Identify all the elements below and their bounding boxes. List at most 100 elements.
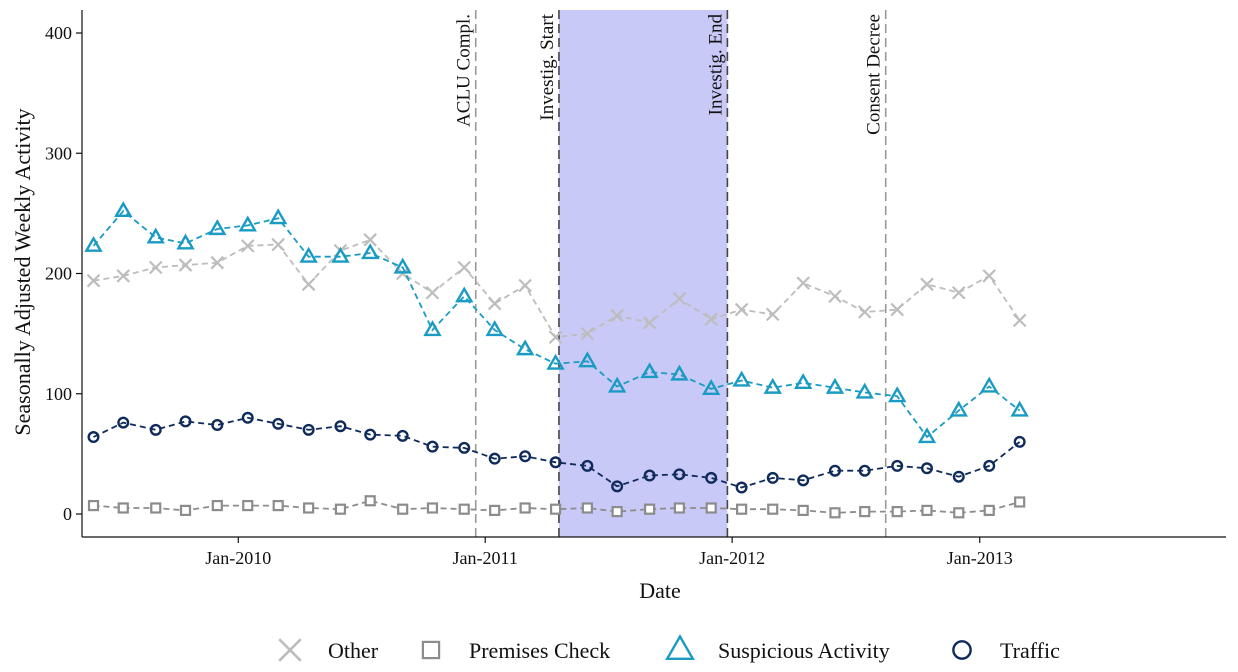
point-suspicious-activity xyxy=(763,377,782,394)
legend-symbol-traffic xyxy=(952,640,972,660)
point-suspicious-activity xyxy=(455,286,474,303)
event-label-2: Investig. End xyxy=(705,14,726,116)
point-premises-check xyxy=(334,503,347,515)
point-other xyxy=(457,260,472,275)
legend-symbol-other xyxy=(278,638,302,662)
point-suspicious-activity xyxy=(84,235,103,252)
point-premises-check xyxy=(489,504,501,516)
point-traffic xyxy=(828,464,841,477)
point-suspicious-activity xyxy=(208,219,227,236)
point-other xyxy=(518,278,532,293)
point-suspicious-activity xyxy=(114,201,133,218)
point-other xyxy=(580,326,595,341)
point-other xyxy=(920,277,934,292)
point-other xyxy=(301,277,316,292)
point-other xyxy=(148,260,163,275)
point-premises-check xyxy=(303,502,315,514)
point-premises-check xyxy=(519,502,531,514)
point-premises-check xyxy=(458,503,470,515)
x-tick-label: Jan-2010 xyxy=(205,548,271,568)
point-traffic xyxy=(858,464,871,477)
point-suspicious-activity xyxy=(825,377,845,394)
legend: Other Premises Check Suspicious Activity Tr… xyxy=(278,634,1060,663)
point-traffic xyxy=(302,423,315,436)
point-other xyxy=(548,330,563,345)
point-premises-check xyxy=(117,502,129,514)
axis-labels-layer: Date Seasonally Adjusted Weekly Activity xyxy=(10,108,681,603)
point-other xyxy=(178,258,193,272)
series-line-other xyxy=(93,238,1021,339)
point-traffic xyxy=(920,462,933,475)
point-traffic xyxy=(87,431,100,444)
point-suspicious-activity xyxy=(485,320,504,337)
point-other xyxy=(1012,313,1027,328)
investigation-period-shading xyxy=(558,10,728,537)
point-premises-check xyxy=(211,499,223,512)
point-suspicious-activity xyxy=(701,379,721,396)
point-premises-check xyxy=(426,502,439,514)
point-traffic xyxy=(117,416,130,429)
point-traffic xyxy=(673,468,686,481)
point-other xyxy=(672,291,687,306)
point-suspicious-activity xyxy=(176,233,195,250)
point-suspicious-activity xyxy=(793,373,813,390)
series-line-suspicious-activity xyxy=(92,209,1021,439)
event-label-1: Investig. Start xyxy=(537,13,558,120)
point-premises-check xyxy=(581,502,593,514)
point-premises-check xyxy=(921,504,933,516)
point-suspicious-activity xyxy=(888,386,907,403)
point-premises-check xyxy=(797,504,809,516)
point-suspicious-activity xyxy=(855,382,874,399)
point-premises-check xyxy=(272,499,284,512)
point-other xyxy=(240,239,255,253)
point-traffic xyxy=(735,481,748,494)
point-other xyxy=(857,305,872,319)
point-suspicious-activity xyxy=(393,257,412,274)
point-suspicious-activity xyxy=(146,227,165,244)
point-traffic xyxy=(488,452,501,465)
legend-symbol-premises-check xyxy=(421,640,441,660)
point-traffic xyxy=(272,417,285,430)
point-traffic xyxy=(149,423,162,436)
legend-symbol-suspicious-activity xyxy=(665,634,695,660)
point-traffic xyxy=(426,440,439,453)
event-lines-layer: ACLU Compl. Investig. Start Investig. End C… xyxy=(454,10,887,537)
point-other xyxy=(828,289,842,304)
point-other xyxy=(86,273,101,288)
point-premises-check xyxy=(736,503,748,515)
point-traffic xyxy=(983,459,996,472)
event-label-0: ACLU Compl. xyxy=(454,14,475,127)
point-traffic xyxy=(179,415,192,428)
point-premises-check xyxy=(953,507,965,519)
point-traffic xyxy=(766,471,779,484)
point-premises-check xyxy=(891,505,903,518)
point-other xyxy=(210,255,225,270)
point-traffic xyxy=(611,480,624,493)
point-other xyxy=(951,285,966,300)
point-suspicious-activity xyxy=(917,427,937,444)
point-other xyxy=(765,307,780,322)
point-traffic xyxy=(519,450,532,463)
point-traffic xyxy=(364,428,377,441)
point-other xyxy=(425,285,440,300)
legend-label-premises-check: Premises Check xyxy=(469,638,610,663)
point-traffic xyxy=(705,471,718,484)
point-traffic xyxy=(211,419,224,432)
legend-label-other: Other xyxy=(328,638,379,663)
legend-label-traffic: Traffic xyxy=(1000,638,1060,663)
point-traffic xyxy=(952,470,965,483)
point-traffic xyxy=(643,469,656,482)
point-suspicious-activity xyxy=(1010,400,1029,417)
point-premises-check xyxy=(242,499,254,512)
point-traffic xyxy=(891,459,904,472)
point-suspicious-activity xyxy=(607,376,627,393)
point-other xyxy=(610,308,624,323)
point-other xyxy=(642,316,657,330)
point-premises-check xyxy=(644,503,656,515)
point-premises-check xyxy=(87,499,100,512)
point-suspicious-activity xyxy=(980,376,999,393)
point-premises-check xyxy=(829,507,841,519)
x-tick-label: Jan-2012 xyxy=(699,548,765,568)
point-other xyxy=(890,302,904,317)
